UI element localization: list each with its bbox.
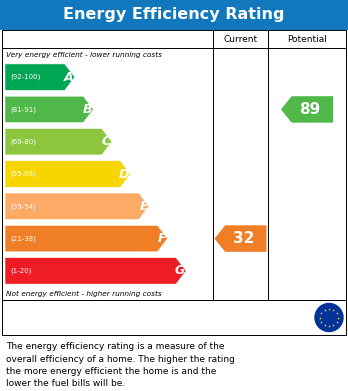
Text: EU Directive
2002/91/EC: EU Directive 2002/91/EC — [276, 307, 328, 328]
Text: (1-20): (1-20) — [10, 267, 31, 274]
Bar — [2, 30, 346, 300]
Text: Current: Current — [223, 34, 258, 43]
Polygon shape — [5, 129, 112, 155]
Text: F: F — [158, 232, 166, 245]
Text: E: E — [140, 200, 148, 213]
Text: Not energy efficient - higher running costs: Not energy efficient - higher running co… — [6, 291, 162, 296]
Text: G: G — [175, 264, 185, 277]
Text: C: C — [102, 135, 111, 148]
Text: (81-91): (81-91) — [10, 106, 36, 113]
Polygon shape — [5, 258, 186, 284]
Text: (92-100): (92-100) — [10, 74, 40, 81]
Text: (69-80): (69-80) — [10, 138, 36, 145]
Text: B: B — [83, 103, 92, 116]
Circle shape — [315, 303, 343, 332]
Text: (21-38): (21-38) — [10, 235, 36, 242]
Text: A: A — [64, 71, 74, 84]
Polygon shape — [5, 193, 149, 219]
Text: Very energy efficient - lower running costs: Very energy efficient - lower running co… — [6, 52, 162, 57]
Polygon shape — [5, 161, 130, 187]
Polygon shape — [214, 225, 267, 252]
Text: 32: 32 — [233, 231, 254, 246]
Text: The energy efficiency rating is a measure of the
overall efficiency of a home. T: The energy efficiency rating is a measur… — [6, 342, 235, 389]
Polygon shape — [5, 64, 75, 90]
Polygon shape — [281, 96, 333, 123]
Text: 89: 89 — [299, 102, 321, 117]
Polygon shape — [5, 225, 167, 252]
Polygon shape — [5, 96, 93, 123]
Text: Potential: Potential — [287, 34, 327, 43]
Text: (39-54): (39-54) — [10, 203, 36, 210]
Text: D: D — [119, 167, 129, 181]
Bar — [0, 0, 348, 30]
Text: (55-68): (55-68) — [10, 171, 36, 177]
Text: Energy Efficiency Rating: Energy Efficiency Rating — [63, 7, 285, 23]
Text: England & Wales: England & Wales — [10, 308, 180, 326]
Bar — [2, 300, 346, 335]
